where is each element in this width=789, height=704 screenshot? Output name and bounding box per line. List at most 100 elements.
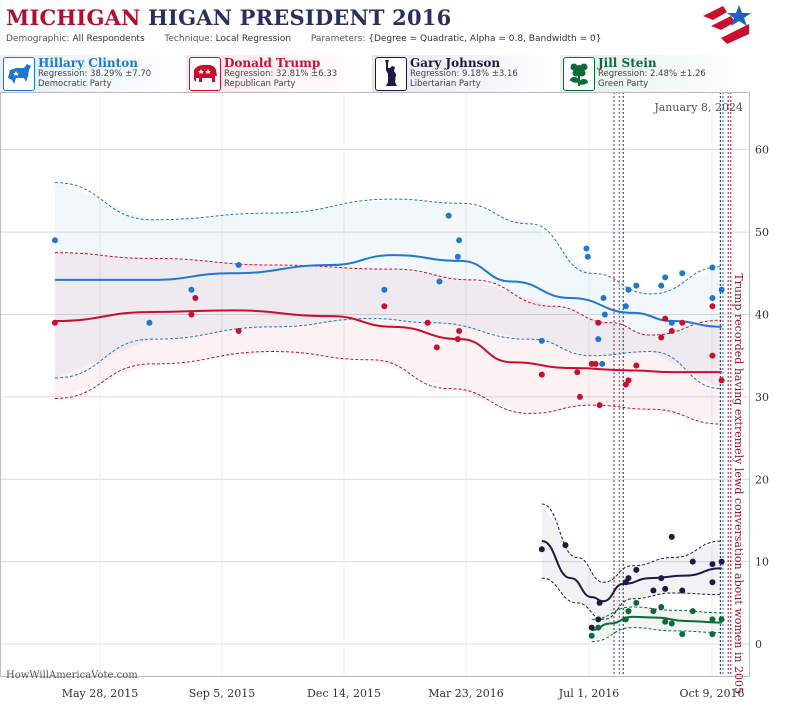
clinton-poll-point bbox=[456, 237, 463, 244]
stein-band-upper bbox=[591, 606, 722, 620]
stein-band-lower bbox=[591, 627, 722, 643]
parameters-label: Parameters: bbox=[310, 34, 366, 44]
candidate-card-johnson[interactable]: Gary Johnson Regression: 9.18% ±3.16 Lib… bbox=[372, 55, 560, 92]
johnson-poll-point bbox=[625, 575, 632, 582]
clinton-poll-point bbox=[454, 253, 461, 260]
clinton-poll-point bbox=[538, 337, 545, 344]
clinton-poll-point bbox=[622, 303, 629, 310]
plot-frame bbox=[0, 92, 750, 677]
stein-poll-point bbox=[709, 631, 716, 638]
trump-poll-point bbox=[709, 352, 716, 359]
clinton-poll-point bbox=[679, 270, 686, 277]
stein-band-fill bbox=[591, 606, 722, 642]
johnson-poll-point bbox=[718, 558, 725, 565]
demographic-label: Demographic: bbox=[6, 34, 70, 44]
stein-poll-point bbox=[588, 632, 595, 639]
clinton-band-fill bbox=[54, 182, 722, 389]
johnson-poll-point bbox=[709, 561, 716, 568]
clinton-poll-point bbox=[658, 282, 665, 289]
poll-points bbox=[51, 212, 725, 639]
clinton-poll-point bbox=[583, 245, 590, 252]
candidate-regression: Regression: 9.18% ±3.16 bbox=[410, 69, 518, 79]
trump-poll-point bbox=[188, 311, 195, 318]
x-tick-label: May 28, 2015 bbox=[62, 687, 139, 700]
trump-band-fill bbox=[54, 252, 722, 425]
candidate-regression: Regression: 2.48% ±1.26 bbox=[598, 69, 706, 79]
candidate-name: Jill Stein bbox=[598, 56, 657, 70]
candidate-name: Donald Trump bbox=[224, 56, 321, 70]
clinton-poll-point bbox=[601, 311, 608, 318]
y-tick-label: 10 bbox=[755, 556, 769, 569]
trump-poll-point bbox=[633, 362, 640, 369]
x-tick-label: Mar 23, 2016 bbox=[428, 687, 504, 700]
johnson-poll-point bbox=[668, 533, 675, 540]
stein-poll-point bbox=[668, 620, 675, 627]
clinton-poll-point bbox=[595, 336, 602, 343]
trump-poll-point bbox=[576, 393, 583, 400]
trump-poll-point bbox=[381, 303, 388, 310]
trump-poll-point bbox=[235, 327, 242, 334]
johnson-trend-line bbox=[541, 540, 722, 603]
candidate-party: Libertarian Party bbox=[410, 79, 481, 89]
candidate-card-stein[interactable]: Jill Stein Regression: 2.48% ±1.26 Green… bbox=[560, 55, 750, 92]
candidate-card-clinton[interactable]: Hillary Clinton Regression: 38.29% ±7.70… bbox=[0, 55, 186, 92]
x-tick-label: Dec 14, 2015 bbox=[307, 687, 381, 700]
star-logo-icon bbox=[703, 5, 751, 44]
stein-poll-point bbox=[650, 608, 657, 615]
clinton-poll-point bbox=[445, 212, 452, 219]
clinton-poll-point bbox=[188, 286, 195, 293]
trump-band-upper bbox=[54, 252, 722, 336]
trump-poll-point bbox=[51, 319, 58, 326]
event-annotation: Trump recorded having extremely lewd con… bbox=[732, 273, 745, 694]
trump-poll-point bbox=[596, 402, 603, 409]
clinton-poll-point bbox=[599, 360, 606, 367]
x-tick-label: Oct 9, 2016 bbox=[679, 687, 744, 700]
johnson-poll-point bbox=[596, 599, 603, 606]
trump-poll-point bbox=[592, 360, 599, 367]
clinton-poll-point bbox=[668, 319, 675, 326]
trump-poll-point bbox=[668, 327, 675, 334]
clinton-poll-point bbox=[662, 274, 669, 281]
regression-chart: 0 10 20 30 40 50 60 May 28, 2015 Sep 5, 2015 Dec … bbox=[0, 92, 769, 700]
source-credit: HowWillAmericaVote.com bbox=[6, 670, 138, 681]
candidate-card-trump[interactable]: Donald Trump Regression: 32.81% ±6.33 Re… bbox=[186, 55, 372, 92]
y-tick-label: 30 bbox=[755, 391, 769, 404]
trump-poll-point bbox=[658, 334, 665, 341]
trump-poll-point bbox=[595, 319, 602, 326]
johnson-poll-point bbox=[679, 587, 686, 594]
trump-band-lower bbox=[54, 351, 722, 425]
demographic-value: All Respondents bbox=[72, 34, 145, 44]
confidence-bands bbox=[54, 182, 722, 643]
donkey-icon bbox=[3, 57, 35, 91]
johnson-poll-point bbox=[588, 624, 595, 631]
stein-poll-point bbox=[658, 603, 665, 610]
parameters-value: {Degree = Quadratic, Alpha = 0.8, Bandwi… bbox=[368, 34, 602, 44]
clinton-poll-point bbox=[146, 319, 153, 326]
candidate-party: Republican Party bbox=[224, 79, 296, 89]
technique-label: Technique: bbox=[164, 34, 213, 44]
clinton-poll-point bbox=[600, 294, 607, 301]
trump-poll-point bbox=[718, 377, 725, 384]
stein-trend-line bbox=[591, 615, 722, 632]
johnson-poll-point bbox=[538, 546, 545, 553]
clinton-poll-point bbox=[709, 294, 716, 301]
trump-poll-point bbox=[662, 315, 669, 322]
clinton-band-upper bbox=[54, 182, 722, 295]
clinton-poll-point bbox=[51, 237, 58, 244]
clinton-poll-point bbox=[381, 286, 388, 293]
trump-poll-point bbox=[709, 303, 716, 310]
trump-poll-point bbox=[192, 294, 199, 301]
elephant-icon bbox=[189, 57, 221, 91]
stein-poll-point bbox=[662, 618, 669, 625]
y-tick-label: 20 bbox=[755, 473, 769, 486]
axis-ticks: 0 10 20 30 40 50 60 May 28, 2015 Sep 5, 2015 Dec … bbox=[62, 144, 769, 700]
johnson-band-fill bbox=[541, 503, 722, 620]
flower-icon bbox=[563, 57, 595, 91]
trump-poll-point bbox=[538, 371, 545, 378]
trump-poll-point bbox=[424, 319, 431, 326]
johnson-poll-point bbox=[658, 575, 665, 582]
title-race: HIGAN PRESIDENT 2016 bbox=[148, 5, 452, 30]
stein-poll-point bbox=[709, 616, 716, 623]
clinton-poll-point bbox=[584, 253, 591, 260]
stein-poll-point bbox=[633, 599, 640, 606]
